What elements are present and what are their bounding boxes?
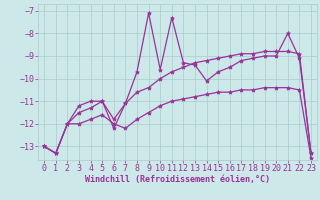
X-axis label: Windchill (Refroidissement éolien,°C): Windchill (Refroidissement éolien,°C) [85,175,270,184]
